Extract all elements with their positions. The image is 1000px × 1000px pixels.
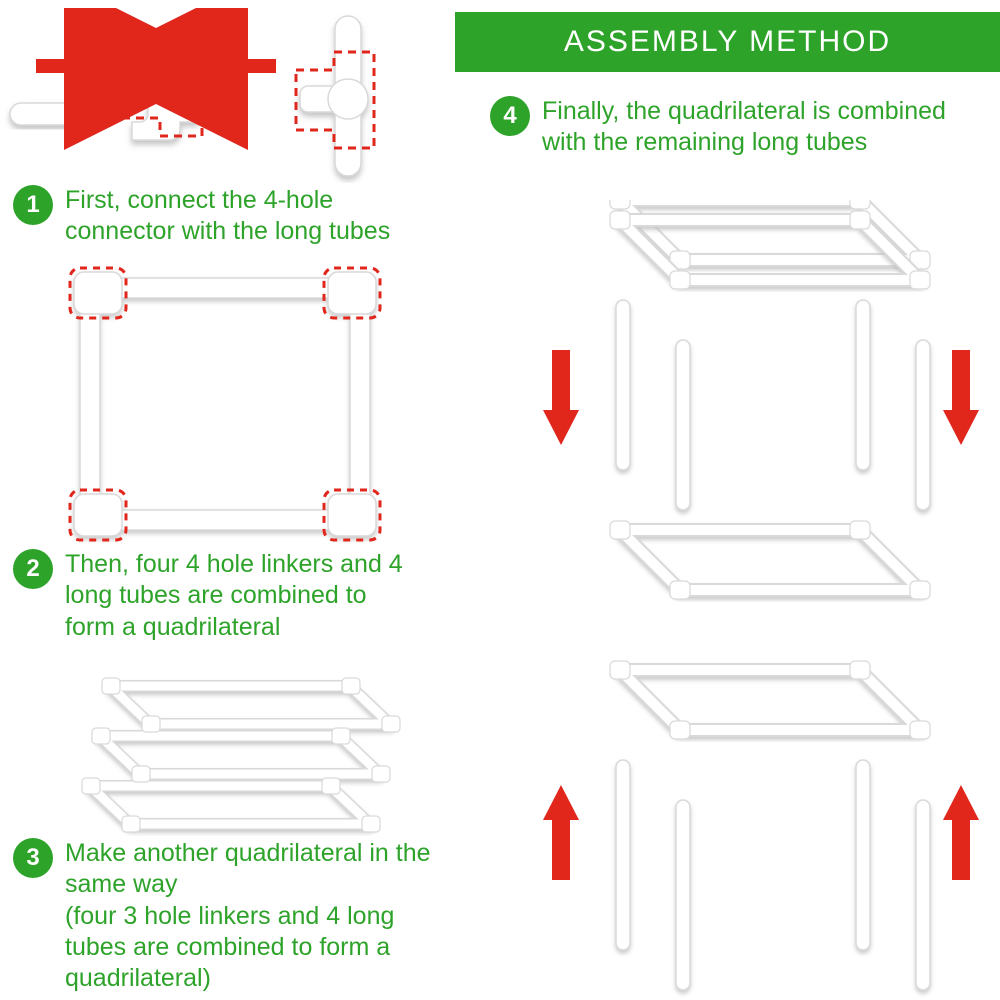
step2-badge: 2: [13, 549, 53, 589]
step2-stack: [40, 656, 420, 836]
step1-frame: [60, 262, 390, 547]
up-arrow-icon: [543, 785, 579, 880]
step3-text: Make another quadrilateral in the same w…: [65, 838, 433, 994]
step1-num: 1: [26, 191, 39, 219]
step3-num: 3: [26, 844, 39, 872]
step4-num: 4: [503, 102, 516, 130]
step1-text: First, connect the 4-hole connector with…: [65, 185, 423, 248]
step1-diagram: [0, 8, 450, 183]
step3-row: 3 Make another quadrilateral in the same…: [13, 838, 433, 994]
step4-badge: 4: [490, 96, 530, 136]
step4-tower: [500, 200, 980, 1000]
up-arrow-icon: [943, 785, 979, 880]
header-bar: ASSEMBLY METHOD: [455, 12, 1000, 72]
step2-text: Then, four 4 hole linkers and 4 long tub…: [65, 549, 423, 643]
step2-row: 2 Then, four 4 hole linkers and 4 long t…: [13, 549, 423, 643]
down-arrow-icon: [543, 350, 579, 445]
step1-row: 1 First, connect the 4-hole connector wi…: [13, 185, 423, 248]
step4-text: Finally, the quadrilateral is combined w…: [542, 96, 980, 159]
step4-row: 4 Finally, the quadrilateral is combined…: [490, 96, 980, 159]
down-arrow-icon: [943, 350, 979, 445]
step1-badge: 1: [13, 185, 53, 225]
step2-num: 2: [26, 555, 39, 583]
step3-badge: 3: [13, 838, 53, 878]
header-title: ASSEMBLY METHOD: [564, 25, 891, 59]
